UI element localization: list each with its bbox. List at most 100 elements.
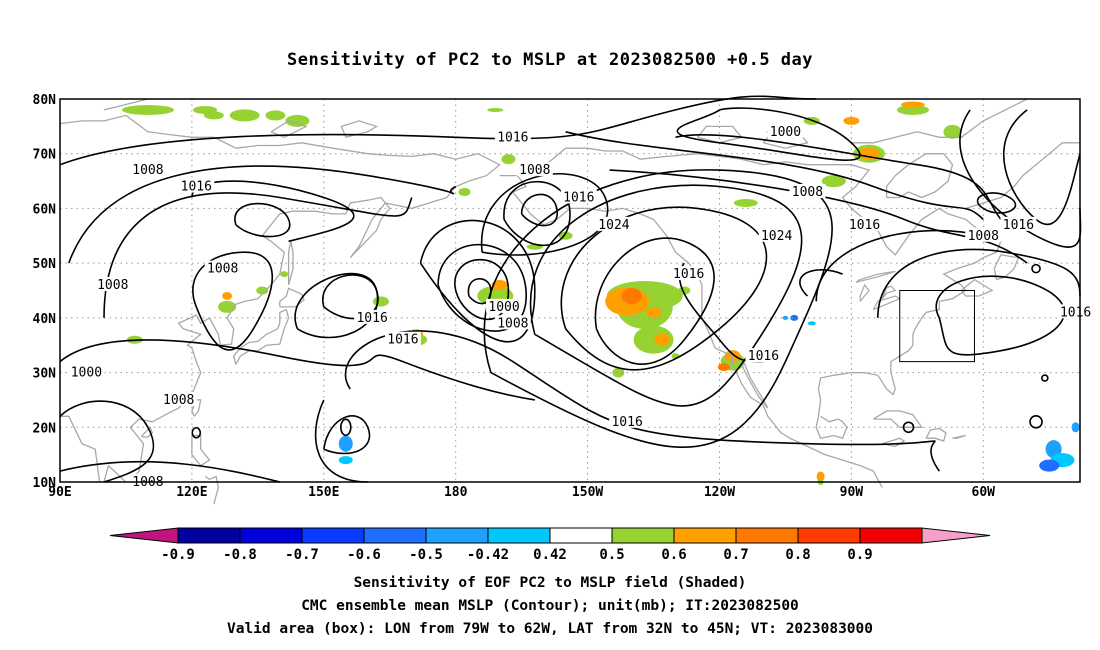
lat-label: 20N	[33, 421, 57, 436]
contour-label: 1024	[598, 218, 629, 233]
colorbar-tick-label: 0.42	[533, 547, 567, 563]
coastline	[516, 147, 1002, 439]
sensitivity-patch	[782, 315, 789, 320]
contour-label-bg	[178, 178, 215, 193]
contour-label: 1016	[1003, 218, 1034, 233]
coastline	[925, 427, 947, 442]
map-gridlines	[60, 99, 1080, 482]
caption-contour: CMC ensemble mean MSLP (Contour); unit(m…	[301, 598, 799, 614]
lat-label: 60N	[33, 202, 57, 217]
lat-label: 30N	[33, 367, 57, 382]
lake-outline	[855, 270, 896, 283]
isobar	[68, 165, 457, 264]
lon-label: 60W	[972, 485, 996, 500]
sensitivity-patch	[458, 188, 471, 197]
contour-label-bg	[789, 184, 826, 199]
isobar	[594, 237, 715, 365]
isobar	[675, 134, 1002, 220]
chart-title: Sensitivity of PC2 to MSLP at 2023082500…	[286, 50, 813, 70]
isobar	[503, 180, 571, 247]
colorbar-tick-label: -0.7	[285, 547, 319, 563]
colorbar-box	[797, 527, 861, 544]
sensitivity-patch	[1071, 422, 1080, 433]
contour-label-bg	[354, 309, 391, 324]
isobar	[1029, 415, 1043, 429]
lon-label: 180	[444, 485, 468, 500]
sensitivity-patch	[843, 116, 860, 125]
contour-label-bg	[595, 216, 632, 231]
colorbar-tick-label: 0.7	[723, 547, 748, 563]
sensitivity-patch	[229, 109, 260, 122]
lon-label: 150W	[572, 485, 603, 500]
lake-outline	[872, 295, 902, 311]
isobar	[976, 192, 1017, 214]
contour-label: 1016	[748, 349, 779, 364]
colorbar-box	[301, 527, 365, 544]
isobar	[483, 169, 833, 448]
contour-label: 1016	[387, 333, 418, 348]
contour-label-bg	[204, 260, 241, 275]
lake-outline	[859, 283, 870, 302]
colorbar-tick-label: -0.9	[161, 547, 195, 563]
colorbar-under-triangle	[109, 527, 179, 544]
coastline	[952, 434, 966, 439]
colorbar: -0.9 -0.8 -0.7 -0.6 -0.5 -0.42 0.42 0.5 0.6 0.7 0.…	[109, 527, 991, 563]
contour-label-bg	[129, 162, 166, 177]
contour-label: 1008	[968, 229, 999, 244]
colorbar-box	[177, 527, 241, 544]
coastline	[882, 437, 906, 448]
isobar	[902, 421, 915, 434]
isobar	[323, 415, 371, 455]
isobar	[529, 184, 803, 407]
map-frame	[59, 98, 1081, 483]
contour-label-bg	[94, 277, 131, 292]
caption-valid-area: Valid area (box): LON from 79W to 62W, L…	[226, 621, 873, 637]
isobar	[419, 219, 536, 343]
colorbar-box	[611, 527, 675, 544]
isobar	[191, 426, 202, 439]
contour-label-bg	[609, 413, 646, 428]
contour-label-bg	[846, 216, 883, 231]
lon-label: 120W	[704, 485, 735, 500]
isobar	[437, 243, 527, 332]
contour-label: 1016	[611, 415, 642, 430]
coastline	[59, 114, 501, 483]
sensitivity-patch	[790, 314, 799, 321]
sensitivity-patch	[733, 198, 758, 207]
contour-label-bg	[965, 227, 1002, 242]
lat-label: 50N	[33, 257, 57, 272]
colorbar-tick-label: -0.6	[347, 547, 381, 563]
contour-label-bg	[745, 348, 782, 363]
sensitivity-patch	[807, 321, 816, 326]
contour-label: 1008	[163, 393, 194, 408]
lat-label: 40N	[33, 312, 57, 327]
isobar	[565, 131, 984, 220]
sensitivity-patch	[645, 307, 662, 318]
coastline	[851, 98, 1028, 144]
colorbar-boxes	[109, 527, 991, 544]
sensitivity-patch	[633, 325, 674, 354]
sensitivity-patch	[900, 101, 925, 108]
isobar	[678, 262, 764, 363]
contour-label: 1016	[497, 130, 528, 145]
colorbar-tick-label: 0.6	[661, 547, 686, 563]
lat-label: 70N	[33, 148, 57, 163]
isobar	[799, 269, 843, 297]
isobar	[1031, 263, 1041, 274]
contour-label: 1008	[792, 185, 823, 200]
contour-label: 1016	[1060, 305, 1091, 320]
sensitivity-patch	[717, 363, 730, 372]
sensitivity-patch	[121, 104, 174, 115]
sensitivity-patch	[338, 456, 353, 465]
contour-label: 1000	[488, 300, 519, 315]
sensitivity-patch	[821, 175, 846, 188]
isobar	[520, 193, 558, 227]
contour-label-bg	[1000, 216, 1037, 231]
colorbar-box	[549, 527, 613, 544]
coastline	[204, 475, 219, 505]
colorbar-box	[735, 527, 799, 544]
coastline	[60, 415, 101, 483]
contour-label-bg	[767, 123, 804, 138]
